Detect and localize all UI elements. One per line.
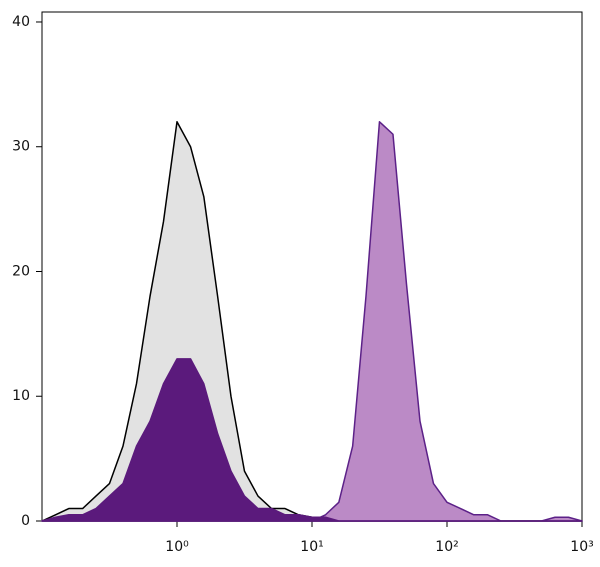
histogram-area (41, 121, 583, 522)
y-tick-label: 20 (12, 263, 30, 279)
y-tick-label: 0 (21, 513, 30, 529)
y-tick-label: 10 (12, 388, 30, 404)
y-tick-label: 30 (12, 139, 30, 155)
y-tick-label: 40 (12, 14, 30, 30)
x-tick-label: 10² (435, 539, 458, 555)
x-tick-label: 10³ (570, 539, 593, 555)
histogram-area (41, 358, 583, 522)
x-tick-label: 10¹ (300, 539, 323, 555)
x-tick-label: 10⁰ (165, 539, 189, 555)
